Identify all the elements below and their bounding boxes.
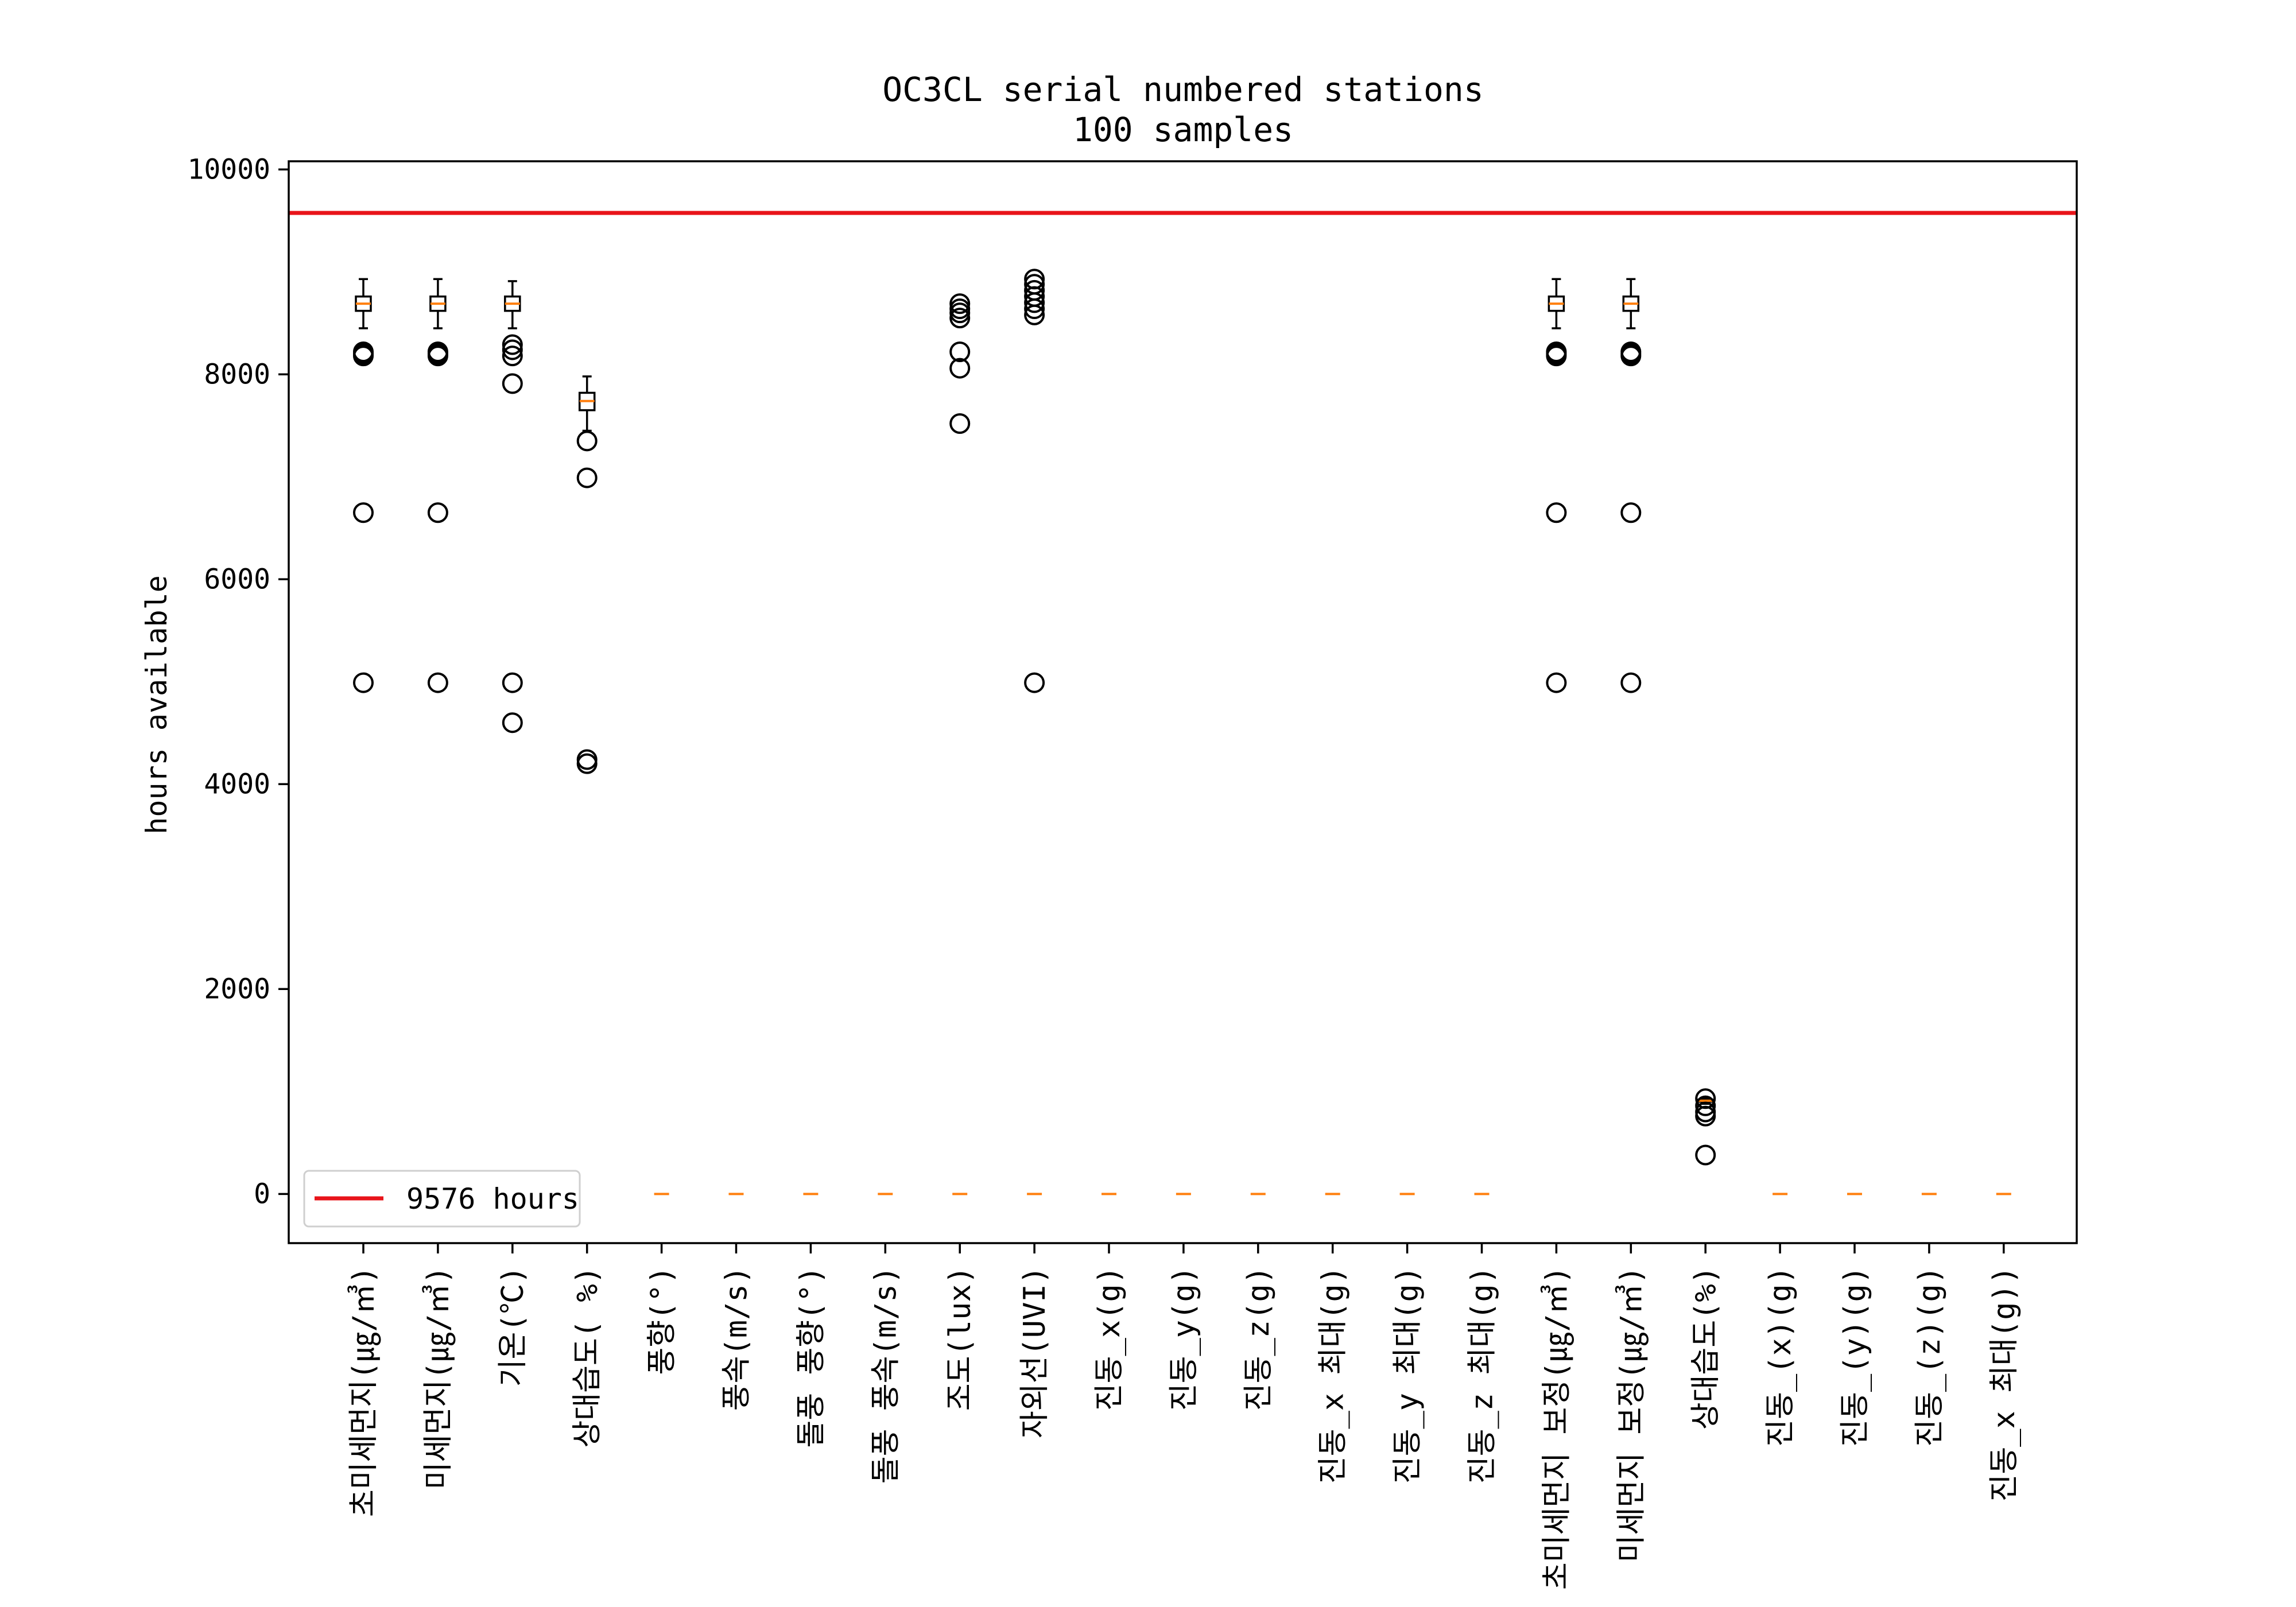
box-plot bbox=[1695, 1088, 1716, 1166]
y-tick-label: 4000 bbox=[204, 768, 270, 800]
x-tick-label: 돌풍 풍속(m/s) bbox=[868, 1266, 903, 1484]
outlier-point bbox=[1620, 346, 1642, 367]
x-tick-label: 진동_x 최대(g) bbox=[1316, 1266, 1351, 1484]
outlier-point bbox=[949, 341, 971, 363]
x-tick-label: 풍향(°) bbox=[645, 1266, 680, 1375]
outlier-point bbox=[1024, 298, 1045, 320]
outlier-point bbox=[1620, 502, 1642, 523]
outlier-point bbox=[949, 308, 971, 329]
box-plot bbox=[427, 278, 448, 693]
outlier-point bbox=[576, 430, 598, 452]
x-tick-label: 진동_x 최대(g)) bbox=[1987, 1266, 2022, 1502]
box-plot bbox=[1024, 269, 1045, 1195]
outlier-point bbox=[502, 373, 523, 394]
outlier-point bbox=[1620, 672, 1642, 693]
outlier-point bbox=[427, 346, 448, 367]
x-tick-label: 상대습도(%) bbox=[1689, 1266, 1723, 1430]
x-tick-label: 진동_y(g) bbox=[1167, 1266, 1201, 1411]
y-tick-label: 2000 bbox=[204, 973, 270, 1005]
outlier-point bbox=[353, 346, 374, 367]
outlier-point bbox=[1695, 1144, 1716, 1166]
outlier-point bbox=[502, 672, 523, 693]
outlier-point bbox=[502, 712, 523, 733]
outlier-point bbox=[1024, 304, 1045, 325]
outlier-point bbox=[353, 502, 374, 523]
box-plot bbox=[1546, 278, 1567, 693]
outlier-point bbox=[1024, 292, 1045, 313]
outlier-point bbox=[1546, 672, 1567, 693]
outlier-point bbox=[1546, 346, 1567, 367]
x-tick-label: 미세먼지(㎍/㎥) bbox=[421, 1266, 456, 1489]
x-tick-label: 진동_z 최대(g) bbox=[1465, 1266, 1500, 1484]
legend: 9576 hours bbox=[303, 1170, 581, 1228]
x-tick-label: 미세먼지 보정(㎍/㎥) bbox=[1614, 1266, 1649, 1562]
outlier-point bbox=[1024, 672, 1045, 693]
x-tick-label: 기온(℃) bbox=[496, 1266, 530, 1387]
outlier-point bbox=[949, 413, 971, 434]
chart-title: OC3CL serial numbered stations bbox=[882, 70, 1484, 109]
x-tick-label: 진동_(y)(g) bbox=[1838, 1266, 1872, 1447]
outlier-point bbox=[502, 334, 523, 355]
y-tick-label: 6000 bbox=[204, 563, 270, 595]
outlier-point bbox=[576, 467, 598, 488]
x-tick-label: 풍속(m/s) bbox=[720, 1266, 754, 1411]
outlier-point bbox=[949, 302, 971, 324]
x-tick-label: 진동_(x)(g) bbox=[1763, 1266, 1798, 1447]
plot-frame bbox=[288, 160, 2078, 1244]
x-tick-label: 조도(lux) bbox=[943, 1266, 978, 1411]
x-tick-label: 자외선(UVI) bbox=[1018, 1266, 1052, 1438]
box-plot bbox=[576, 375, 598, 774]
x-tick-label: 상대습도( %) bbox=[571, 1266, 605, 1448]
outlier-point bbox=[502, 339, 523, 360]
y-axis-ticks: 0 2000 4000 6000 8000 10000 bbox=[188, 153, 289, 1210]
box-plot bbox=[949, 293, 971, 1195]
y-tick-label: 0 bbox=[254, 1178, 270, 1210]
outlier-point bbox=[427, 672, 448, 693]
outlier-point bbox=[1695, 1095, 1716, 1116]
box-plot bbox=[502, 280, 523, 733]
y-tick-label: 10000 bbox=[188, 153, 271, 185]
box-plot bbox=[353, 278, 374, 693]
outlier-point bbox=[1695, 1105, 1716, 1127]
x-tick-label: 진동_z(g) bbox=[1242, 1266, 1276, 1411]
y-axis-label: hours available bbox=[140, 575, 173, 834]
x-tick-label: 초미세먼지 보정(㎍/㎥) bbox=[1539, 1266, 1574, 1590]
x-axis-ticks: 초미세먼지(㎍/㎥) 미세먼지(㎍/㎥) 기온(℃) 상대습도( %) 풍향(°) 풍속(… bbox=[347, 1243, 2022, 1590]
legend-label: 9576 hours bbox=[406, 1182, 579, 1216]
legend-frame bbox=[303, 1170, 581, 1228]
box-plot bbox=[1620, 278, 1642, 693]
x-tick-label: 진동_x(g) bbox=[1092, 1266, 1127, 1411]
chart-subtitle: 100 samples bbox=[1073, 110, 1293, 149]
y-tick-label: 8000 bbox=[204, 358, 270, 390]
x-tick-label: 진동_y 최대(g) bbox=[1391, 1266, 1425, 1484]
boxes-layer bbox=[353, 269, 2011, 1195]
outlier-point bbox=[353, 672, 374, 693]
outlier-point bbox=[427, 502, 448, 523]
x-tick-label: 초미세먼지(㎍/㎥) bbox=[347, 1266, 381, 1517]
x-tick-label: 돌풍 풍향(°) bbox=[794, 1266, 828, 1448]
outlier-point bbox=[1546, 502, 1567, 523]
outlier-point bbox=[949, 293, 971, 315]
x-tick-label: 진동_(z)(g) bbox=[1913, 1266, 1947, 1447]
outlier-point bbox=[576, 753, 598, 774]
outlier-point bbox=[949, 358, 971, 379]
outlier-point bbox=[502, 346, 523, 367]
